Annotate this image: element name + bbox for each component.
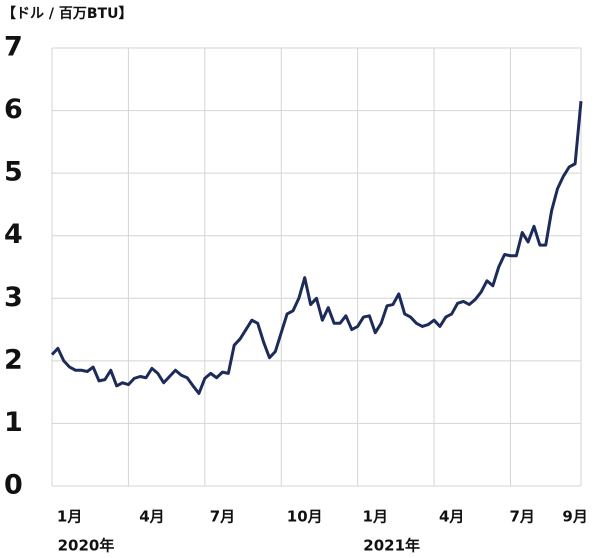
y-tick-label: 5 <box>4 157 23 188</box>
year-label: 2021年 <box>363 537 420 555</box>
x-tick-label: 10月 <box>287 508 323 526</box>
unit-label: 【ドル / 百万BTU】 <box>2 6 132 22</box>
y-tick-label: 2 <box>4 344 23 375</box>
y-tick-label: 3 <box>4 282 23 313</box>
y-tick-label: 6 <box>4 94 23 125</box>
y-tick-label: 4 <box>4 219 23 250</box>
x-tick-label: 7月 <box>510 508 535 526</box>
x-tick-label: 7月 <box>210 508 235 526</box>
x-tick-label: 1月 <box>57 508 82 526</box>
x-tick-label: 4月 <box>139 508 164 526</box>
y-tick-label: 7 <box>4 32 23 63</box>
year-label: 2020年 <box>58 537 115 555</box>
x-tick-label: 1月 <box>363 508 388 526</box>
x-tick-label: 9月 <box>562 508 587 526</box>
y-tick-label: 1 <box>4 407 23 438</box>
line <box>50 101 583 395</box>
x-tick-label: 4月 <box>439 508 464 526</box>
y-tick-label: 0 <box>4 470 23 501</box>
